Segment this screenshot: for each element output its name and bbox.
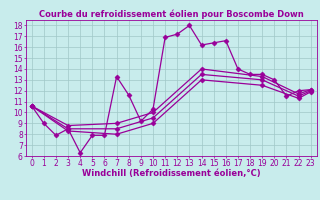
Title: Courbe du refroidissement éolien pour Boscombe Down: Courbe du refroidissement éolien pour Bo… (39, 10, 304, 19)
X-axis label: Windchill (Refroidissement éolien,°C): Windchill (Refroidissement éolien,°C) (82, 169, 260, 178)
